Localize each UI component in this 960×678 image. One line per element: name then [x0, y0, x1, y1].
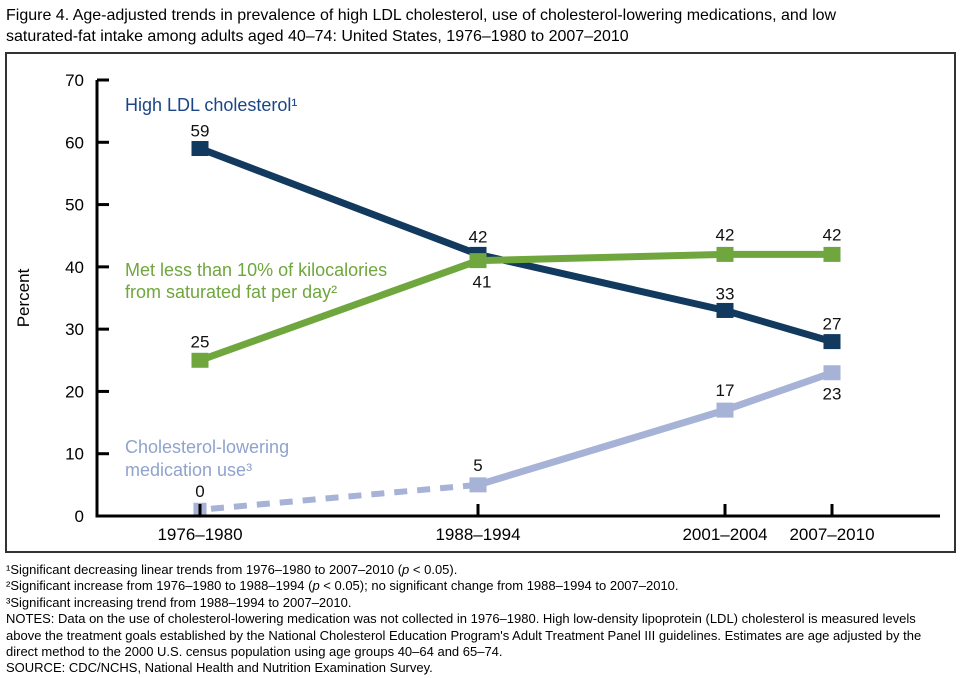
data-value-label: 25 [191, 332, 210, 351]
y-tick-label: 0 [75, 507, 84, 526]
y-tick-label: 50 [65, 196, 84, 215]
y-tick-label: 30 [65, 320, 84, 339]
data-point-marker [469, 477, 487, 493]
chart-frame: 0 10 20 30 40 50 60 70 1976–1980 1988–1994 2001–20… [5, 52, 956, 553]
figure-title: Figure 4. Age-adjusted trends in prevale… [6, 5, 954, 47]
footnote-text: < 0.05); no significant change from 1988… [319, 578, 679, 594]
x-tick-label: 1988–1994 [435, 525, 520, 544]
data-point-marker [823, 365, 841, 381]
footnote-italic-p: p [312, 578, 320, 594]
footnote-text: ¹Significant decreasing linear trends fr… [6, 562, 403, 577]
data-value-label: 17 [716, 381, 735, 400]
data-point-marker [823, 334, 841, 350]
data-value-label: 23 [823, 385, 842, 404]
series-label: Met less than 10% of kilocalories [125, 260, 387, 280]
footnotes: ¹Significant decreasing linear trends fr… [6, 562, 954, 677]
data-point-marker [823, 246, 841, 262]
series-label: medication use³ [125, 460, 252, 480]
axis-lines [95, 80, 940, 518]
figure-title-line-1: Figure 4. Age-adjusted trends in prevale… [6, 7, 837, 24]
x-tick-label: 1976–1980 [157, 525, 242, 544]
y-tick-label: 20 [65, 382, 84, 401]
footnote-text: NOTES: Data on the use of cholesterol-lo… [6, 611, 922, 660]
data-value-label: 59 [191, 122, 210, 141]
footnote-line: NOTES: Data on the use of cholesterol-lo… [6, 611, 954, 660]
data-value-label: 42 [823, 225, 842, 244]
series-label: High LDL cholesterol¹ [125, 95, 297, 115]
series-label: Cholesterol-lowering [125, 437, 289, 457]
series-line [476, 369, 834, 489]
y-tick-label: 40 [65, 258, 84, 277]
data-value-label: 42 [716, 225, 735, 244]
y-axis-title: Percent [14, 268, 33, 327]
data-point-marker [469, 253, 487, 269]
series-line [198, 145, 833, 345]
data-value-label: 27 [823, 315, 842, 334]
footnote-text: ²Significant increase from 1976–1980 to … [6, 578, 313, 594]
data-point-marker [191, 352, 209, 368]
data-value-label: 0 [195, 482, 204, 501]
footnote-text: < 0.05). [409, 562, 458, 577]
x-tick-label: 2007–2010 [789, 525, 874, 544]
footnote-italic-p: p [402, 562, 410, 577]
footnote-line: ³Significant increasing trend from 1988–… [6, 595, 954, 611]
data-value-label: 33 [716, 284, 735, 303]
footnote-text: ³Significant increasing trend from 1988–… [6, 594, 352, 610]
x-tick-label: 2001–2004 [682, 525, 767, 544]
footnote-line: ¹Significant decreasing linear trends fr… [6, 562, 954, 578]
series-line [198, 250, 832, 364]
footnote-text: SOURCE: CDC/NCHS, National Health and Nu… [6, 660, 433, 676]
data-point-marker [716, 302, 734, 318]
series-label: from saturated fat per day² [125, 282, 337, 302]
data-value-label: 42 [469, 227, 488, 246]
footnote-line: ²Significant increase from 1976–1980 to … [6, 578, 954, 594]
y-tick-label: 10 [65, 445, 84, 464]
data-point-marker [716, 246, 734, 262]
y-tick-label: 70 [65, 71, 84, 90]
data-value-label: 41 [473, 273, 492, 292]
data-value-label: 5 [473, 456, 482, 475]
y-tick-label: 60 [65, 133, 84, 152]
data-point-marker [716, 402, 734, 418]
series-line-dashed [210, 481, 479, 512]
data-point-marker [191, 141, 209, 157]
footnote-line: SOURCE: CDC/NCHS, National Health and Nu… [6, 660, 954, 676]
figure-title-line-2: saturated-fat intake among adults aged 4… [6, 28, 629, 45]
